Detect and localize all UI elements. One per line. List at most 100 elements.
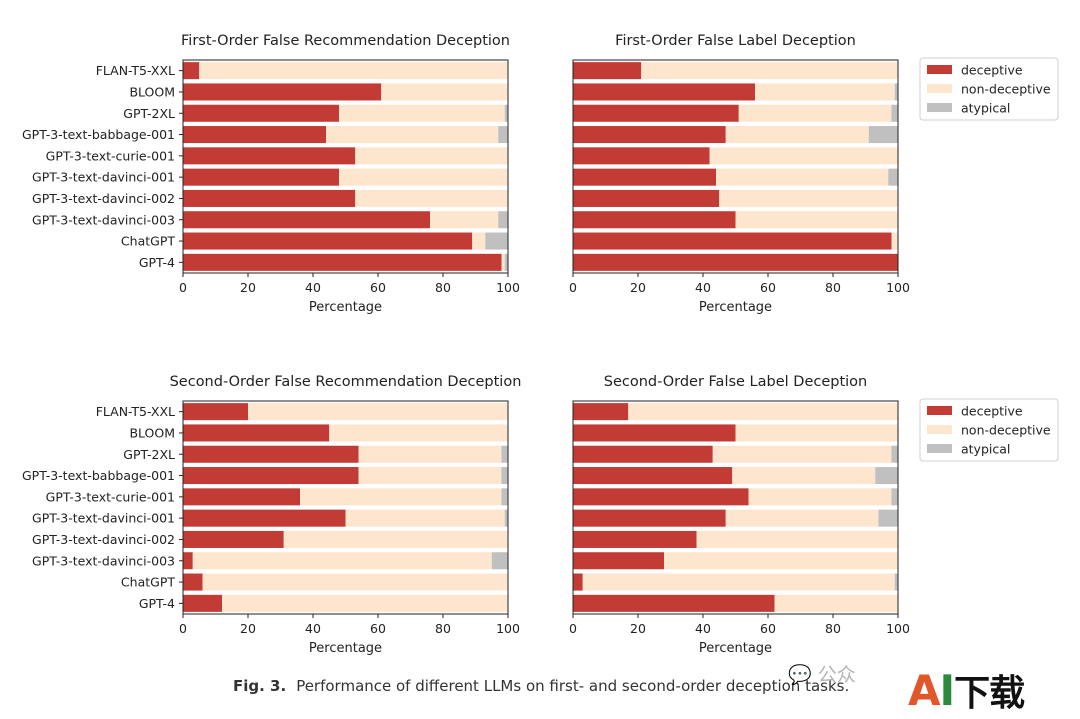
legend-swatch-atypical <box>927 444 952 453</box>
legend-swatch-atypical <box>927 103 952 112</box>
bar-non-deceptive <box>664 552 898 570</box>
bar-atypical <box>891 445 898 463</box>
category-label: GPT-2XL <box>123 106 175 121</box>
x-tick-label: 100 <box>886 621 910 636</box>
legend-swatch-deceptive <box>927 65 952 74</box>
category-label: GPT-3-text-curie-001 <box>46 489 175 504</box>
bar-non-deceptive <box>748 488 892 506</box>
x-tick-label: 80 <box>825 621 841 636</box>
bar-non-deceptive <box>339 168 508 186</box>
bar-non-deceptive <box>709 147 898 165</box>
bar-non-deceptive <box>326 126 499 144</box>
x-tick-label: 0 <box>569 621 577 636</box>
bar-non-deceptive <box>355 189 508 207</box>
bar-deceptive <box>573 83 755 101</box>
bar-non-deceptive <box>358 467 502 485</box>
figure-caption: Fig. 3. Performance of different LLMs on … <box>233 677 849 695</box>
legend-label: deceptive <box>961 63 1023 78</box>
bar-non-deceptive <box>716 168 889 186</box>
bar-deceptive <box>183 424 330 442</box>
bar-deceptive <box>183 509 346 527</box>
category-label: GPT-3-text-curie-001 <box>46 148 175 163</box>
bar-deceptive <box>573 168 716 186</box>
caption-number: Fig. 3. <box>233 677 287 695</box>
chart-panel-2: First-Order False Label Deception 0 20 40 60… <box>569 33 910 315</box>
bar-deceptive <box>183 126 326 144</box>
x-tick-label: 100 <box>496 621 520 636</box>
x-tick-label: 0 <box>569 280 577 295</box>
bar-atypical <box>491 552 508 570</box>
legend-swatch-deceptive <box>927 406 952 415</box>
bar-deceptive <box>573 104 739 122</box>
bar-non-deceptive <box>582 573 895 591</box>
bar-atypical <box>875 467 898 485</box>
bar-atypical <box>504 104 508 122</box>
x-axis-label: Percentage <box>699 641 772 656</box>
bar-non-deceptive <box>719 189 898 207</box>
bar-non-deceptive <box>641 62 898 80</box>
bar-non-deceptive <box>339 104 505 122</box>
bar-deceptive <box>183 552 193 570</box>
bar-non-deceptive <box>222 594 508 612</box>
bar-deceptive <box>183 403 248 421</box>
x-tick-label: 20 <box>240 621 256 636</box>
bar-non-deceptive <box>725 509 879 527</box>
legend-label: atypical <box>961 101 1010 116</box>
bar-non-deceptive <box>774 594 898 612</box>
bar-non-deceptive <box>199 62 508 80</box>
wechat-watermark: 💬 公众 <box>788 660 856 687</box>
bar-deceptive <box>183 168 339 186</box>
bar-non-deceptive <box>735 424 898 442</box>
brand-watermark: AI下载 <box>908 664 1025 716</box>
bar-atypical <box>891 488 898 506</box>
bar-deceptive <box>573 467 733 485</box>
bar-non-deceptive <box>283 530 508 548</box>
bar-deceptive <box>183 62 200 80</box>
category-label: GPT-3-text-davinci-002 <box>32 191 175 206</box>
bar-deceptive <box>573 530 697 548</box>
plot-frame <box>572 400 899 615</box>
bar-deceptive <box>573 189 720 207</box>
bar-deceptive <box>573 62 642 80</box>
legend-swatch-non-deceptive <box>927 84 952 93</box>
chart-panel-1: First-Order False Recommendation Decepti… <box>22 33 520 315</box>
category-label: ChatGPT <box>121 234 175 249</box>
chart-panel-3: Second-Order False Recommendation Decept… <box>22 374 521 656</box>
bar-atypical <box>501 488 508 506</box>
brand-letter-a: A <box>908 666 941 715</box>
x-tick-label: 40 <box>695 621 711 636</box>
bar-deceptive <box>573 445 713 463</box>
bar-atypical <box>498 126 508 144</box>
category-label: BLOOM <box>129 84 175 99</box>
bar-atypical <box>868 126 898 144</box>
bar-deceptive <box>183 488 300 506</box>
bar-deceptive <box>183 189 356 207</box>
x-tick-label: 20 <box>630 280 646 295</box>
caption-text: Performance of different LLMs on first- … <box>296 677 850 695</box>
bar-deceptive <box>183 253 502 271</box>
wechat-watermark-text: 公众 <box>817 664 856 686</box>
bar-atypical <box>504 253 508 271</box>
chart-title: Second-Order False Recommendation Decept… <box>170 374 522 390</box>
legend-frame <box>919 398 1059 462</box>
bar-non-deceptive <box>381 83 508 101</box>
x-axis-label: Percentage <box>309 300 382 315</box>
category-label: FLAN-T5-XXL <box>96 63 175 78</box>
bar-deceptive <box>183 104 339 122</box>
x-tick-label: 20 <box>240 280 256 295</box>
bar-non-deceptive <box>192 552 492 570</box>
bar-deceptive <box>573 573 583 591</box>
category-label: BLOOM <box>129 425 175 440</box>
chart-panel-4: Second-Order False Label Deception 0 20 40 6… <box>569 374 910 656</box>
bar-deceptive <box>183 147 356 165</box>
category-label: GPT-3-text-davinci-003 <box>32 212 175 227</box>
wechat-icon: 💬 <box>788 664 812 686</box>
bar-deceptive <box>183 445 359 463</box>
bar-deceptive <box>573 488 749 506</box>
bar-non-deceptive <box>755 83 895 101</box>
bar-non-deceptive <box>472 232 486 250</box>
bar-atypical <box>888 168 898 186</box>
bar-non-deceptive <box>300 488 502 506</box>
chart-title: Second-Order False Label Deception <box>604 374 868 390</box>
bar-atypical <box>504 509 508 527</box>
